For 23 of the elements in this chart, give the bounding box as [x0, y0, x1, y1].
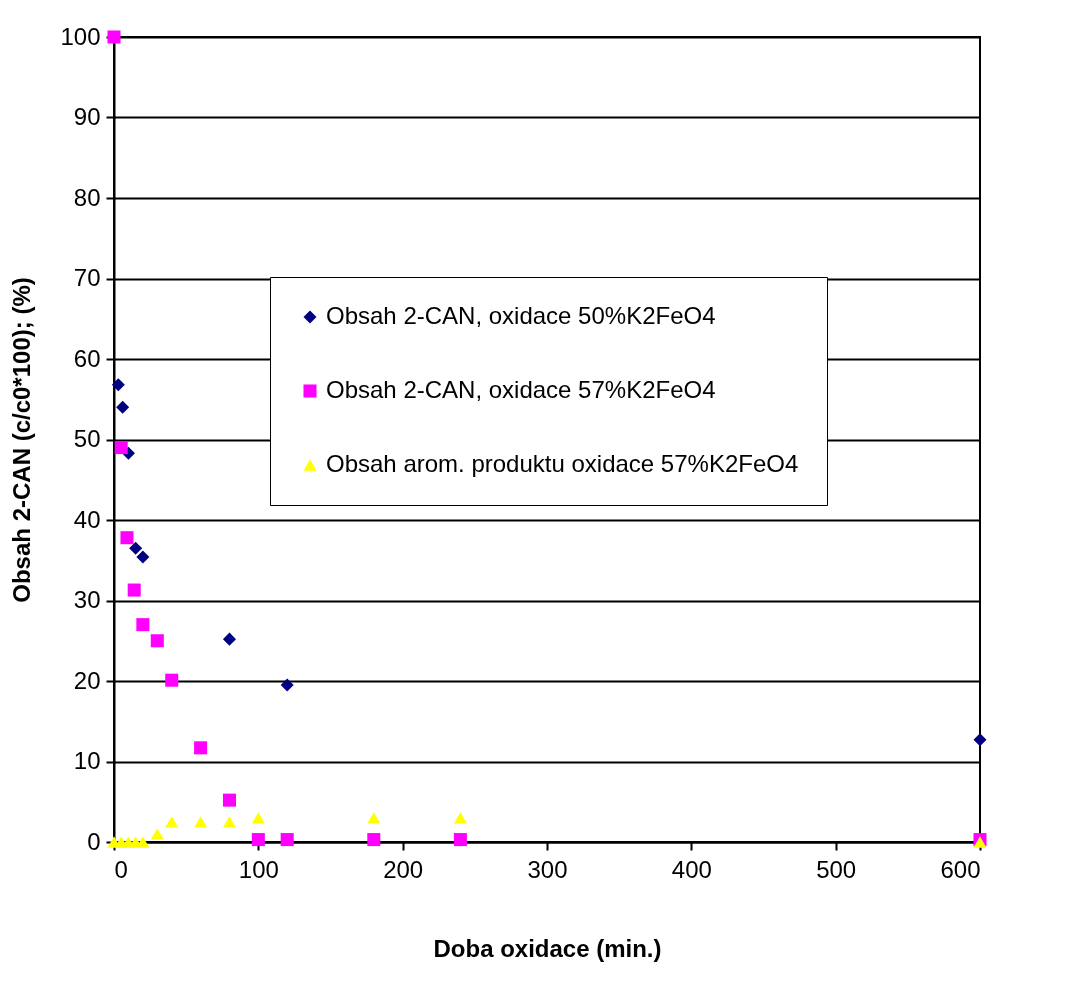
y-tick-label: 90 [73, 103, 101, 130]
legend-label: Obsah 2-CAN, oxidace 57%K2FeO4 [326, 376, 716, 403]
y-tick-label: 40 [73, 505, 101, 533]
x-tick-label: 300 [527, 855, 568, 883]
x-axis-title: Doba oxidace (min.) [433, 934, 662, 962]
legend-label: Obsah arom. produktu oxidace 57%K2FeO4 [326, 450, 799, 477]
x-tick-label: 400 [671, 855, 712, 883]
y-tick-label: 70 [73, 264, 101, 291]
y-tick-label: 20 [73, 666, 101, 694]
y-tick-label: 30 [73, 586, 101, 613]
x-tick-label: 0 [114, 855, 128, 883]
x-tick-label: 600 [940, 855, 981, 883]
y-tick-label: 0 [87, 827, 101, 855]
legend-label: Obsah 2-CAN, oxidace 50%K2FeO4 [326, 302, 716, 329]
y-tick-label: 100 [60, 22, 101, 50]
x-tick-label: 500 [816, 855, 857, 883]
y-tick-label: 60 [73, 344, 101, 372]
y-tick-label: 80 [73, 183, 101, 211]
y-axis-title: Obsah 2-CAN (c/c0*100); (%) [8, 277, 36, 603]
y-tick-label: 50 [73, 425, 101, 452]
x-tick-label: 100 [238, 855, 279, 883]
y-tick-label: 10 [73, 747, 101, 774]
x-tick-label: 200 [383, 855, 424, 883]
